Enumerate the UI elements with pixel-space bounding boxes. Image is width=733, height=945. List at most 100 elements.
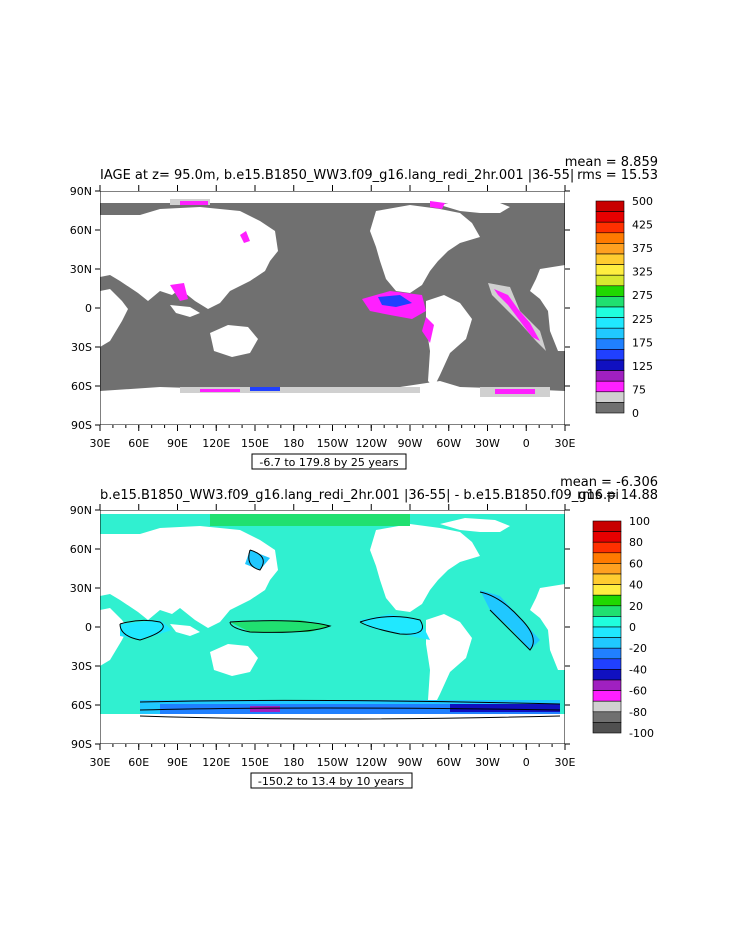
colorbar-swatch [592, 669, 622, 681]
x-tick-label: 30W [475, 756, 500, 769]
x-tick-label: 90W [398, 437, 423, 450]
colorbar-swatch [592, 690, 622, 702]
colorbar-swatch [592, 616, 622, 628]
colorbar-swatch [595, 349, 625, 361]
land-mask [100, 510, 565, 744]
colorbar-swatch [592, 722, 622, 734]
panel-1-colorbar: 500 425 375 325 275 225 175 125 75 0 [595, 195, 653, 420]
panel-2-x-axis: 30E 60E 90E 120E 150E 180 150W 120W 90W 60W 30W 0 30… [90, 504, 576, 769]
colorbar-swatch [592, 700, 622, 713]
panel-1-map [100, 191, 565, 425]
colorbar-swatch [592, 658, 622, 670]
colorbar-swatch [595, 274, 625, 287]
panel-2-y-axis: 90N 60N 30N 0 30S 60S 90S [70, 504, 570, 751]
colorbar-swatch [592, 637, 622, 649]
colorbar-swatch [592, 626, 622, 638]
x-tick-label: 30E [90, 756, 111, 769]
x-tick-label: 60W [436, 437, 461, 450]
colorbar-swatch [595, 221, 625, 234]
colorbar-label: 60 [629, 557, 643, 570]
panel-2-title: b.e15.B1850_WW3.f09_g16.lang_redi_2hr.00… [100, 488, 619, 503]
colorbar-swatch [595, 402, 625, 414]
x-tick-label: 60E [128, 756, 149, 769]
panel-1: IAGE at z= 95.0m, b.e15.B1850_WW3.f09_g1… [70, 155, 658, 470]
colorbar-swatch [595, 380, 625, 393]
colorbar-swatch [595, 296, 625, 308]
colorbar-swatch [595, 285, 625, 297]
colorbar-label: 425 [632, 219, 653, 232]
colorbar-swatch [595, 211, 625, 223]
y-tick-label: 30S [71, 341, 92, 354]
y-tick-label: 0 [85, 621, 92, 634]
colorbar-label: 500 [632, 195, 653, 208]
colorbar-label: 125 [632, 360, 653, 373]
colorbar-swatch [595, 391, 625, 403]
colorbar-swatch [592, 541, 622, 554]
colorbar-label: 40 [629, 579, 643, 592]
colorbar-swatch [595, 232, 625, 244]
colorbar-swatch [595, 200, 625, 212]
y-tick-label: 60N [70, 224, 92, 237]
y-tick-label: 90S [71, 419, 92, 432]
x-tick-label: 180 [283, 437, 304, 450]
y-tick-label: 30N [70, 263, 92, 276]
x-tick-label: 30E [555, 756, 576, 769]
panel-1-y-axis: 90N 60N 30N 0 30S 60S 90S [70, 185, 570, 432]
colorbar-label: 325 [632, 266, 653, 279]
x-tick-label: 150E [241, 437, 269, 450]
contour-lines [119, 549, 561, 720]
colorbar-label: 0 [629, 621, 636, 634]
x-tick-label: 60E [128, 437, 149, 450]
colorbar-swatch [595, 370, 625, 382]
colorbar-swatch [595, 317, 625, 329]
panel-2-range-box [250, 772, 413, 789]
colorbar-swatch [592, 584, 622, 596]
land-mask [100, 191, 565, 425]
colorbar-swatch [592, 563, 622, 575]
x-tick-label: 90E [167, 756, 188, 769]
colorbar-label: 275 [632, 289, 653, 302]
x-tick-label: 60W [436, 756, 461, 769]
y-tick-label: 60S [71, 380, 92, 393]
colorbar-swatch [592, 711, 622, 723]
colorbar-swatch [592, 594, 622, 607]
y-tick-label: 60N [70, 543, 92, 556]
colorbar-swatch [592, 573, 622, 585]
x-tick-label: 0 [523, 437, 530, 450]
y-tick-label: 60S [71, 699, 92, 712]
y-tick-label: 0 [85, 302, 92, 315]
x-tick-label: 120W [355, 437, 387, 450]
x-tick-label: 90W [398, 756, 423, 769]
colorbar-label: -40 [629, 663, 647, 676]
panel-2-range-label: -150.2 to 13.4 by 10 years [258, 775, 405, 788]
colorbar-label: 175 [632, 336, 653, 349]
colorbar-label: 20 [629, 600, 643, 613]
colorbar-swatch [595, 359, 625, 371]
panel-1-range-label: -6.7 to 179.8 by 25 years [259, 456, 399, 469]
colorbar-label: -60 [629, 685, 647, 698]
colorbar-label: 100 [629, 515, 650, 528]
colorbar-label: -100 [629, 727, 654, 740]
colorbar-label: 75 [632, 383, 646, 396]
x-tick-label: 30E [555, 437, 576, 450]
panel-2-map [100, 510, 565, 744]
colorbar-swatch [595, 264, 625, 276]
colorbar-swatch [595, 306, 625, 318]
colorbar-swatch [592, 679, 622, 691]
colorbar-swatch [592, 531, 622, 543]
colorbar-label: 225 [632, 313, 653, 326]
colorbar-swatch [595, 243, 625, 255]
y-tick-label: 90N [70, 185, 92, 198]
x-tick-label: 90E [167, 437, 188, 450]
x-tick-label: 30W [475, 437, 500, 450]
colorbar-swatch [595, 338, 625, 350]
x-tick-label: 150W [317, 756, 349, 769]
x-tick-label: 180 [283, 756, 304, 769]
colorbar-label: 80 [629, 536, 643, 549]
colorbar-swatch [595, 327, 625, 340]
x-tick-label: 120E [202, 437, 230, 450]
colorbar-swatch [592, 552, 622, 564]
x-tick-label: 120W [355, 756, 387, 769]
colorbar-swatch [592, 520, 622, 532]
